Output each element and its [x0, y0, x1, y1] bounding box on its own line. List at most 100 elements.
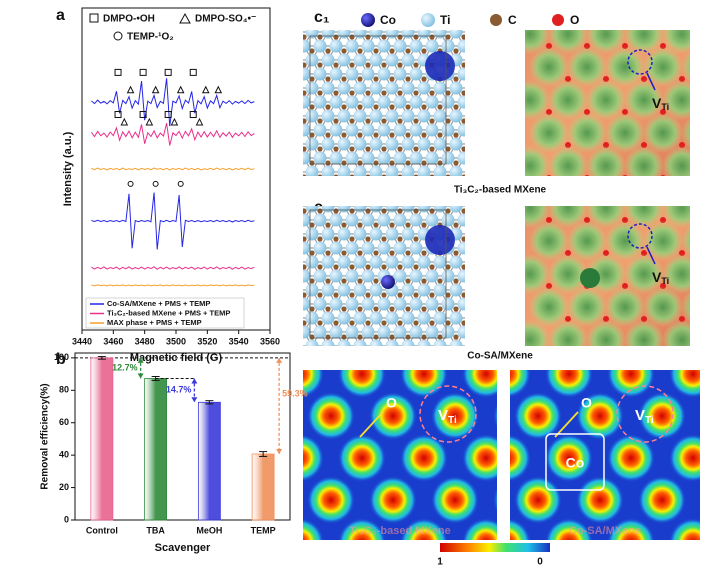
c-atom: [309, 132, 315, 138]
atom-key: [552, 14, 564, 26]
c-atom: [341, 278, 347, 284]
density-spot: [586, 320, 626, 346]
c-atom: [437, 278, 443, 284]
c-atom: [381, 118, 387, 124]
ti-atom: [329, 151, 343, 165]
c-atom: [317, 292, 323, 298]
ti-atom: [433, 165, 447, 176]
density-spot: [624, 206, 664, 228]
elf-spot: [514, 476, 562, 524]
c-atom: [469, 132, 474, 137]
ti-atom: [417, 30, 431, 39]
colorbar-label: 1: [437, 557, 443, 568]
density-spot: [624, 30, 664, 54]
ti-atom: [425, 151, 439, 165]
c-atom: [333, 292, 339, 298]
ti-atom: [393, 151, 407, 165]
c-atom: [303, 208, 307, 214]
ti-atom: [290, 138, 303, 151]
c-atom: [381, 90, 387, 96]
ti-atom: [353, 227, 367, 241]
c-atom: [365, 62, 371, 68]
ti-atom: [409, 325, 423, 339]
c-atom: [317, 236, 323, 242]
c-atom: [309, 278, 315, 284]
bond: [376, 345, 377, 346]
x-tick-label: 3540: [229, 336, 249, 346]
c-atom: [333, 118, 339, 124]
c-atom: [389, 250, 395, 256]
c-atom: [445, 264, 451, 270]
elf-spot: [431, 392, 479, 440]
c-atom: [365, 208, 371, 214]
square-symbol: [114, 111, 122, 119]
density-spot: [525, 320, 550, 346]
arrow-head: [137, 357, 144, 363]
ti-atom: [361, 297, 375, 311]
bond: [408, 345, 409, 346]
square-symbol: [189, 68, 197, 76]
bond: [303, 331, 305, 335]
spectrum-line: [91, 167, 255, 171]
c-atom: [397, 264, 403, 270]
c-atom: [437, 132, 443, 138]
density-spot: [567, 47, 607, 87]
ti-atom: [433, 81, 447, 95]
bond: [288, 206, 296, 220]
ti-atom: [305, 227, 319, 241]
c-atom: [325, 160, 331, 166]
c-atom: [341, 334, 347, 340]
bond: [303, 101, 305, 105]
c-atom: [333, 264, 339, 270]
elf-spot: [700, 392, 707, 440]
ti-atom: [345, 67, 359, 81]
bond: [303, 127, 305, 131]
c-atom: [301, 348, 306, 353]
elf-spot: [545, 518, 593, 540]
c-atom: [469, 222, 474, 227]
c-atom: [357, 278, 363, 284]
ti-atom: [385, 137, 399, 151]
c-atom: [349, 348, 354, 353]
c-atom: [373, 306, 379, 312]
c-atom: [303, 292, 307, 298]
c-atom: [357, 306, 363, 312]
c-atom: [341, 104, 347, 110]
ti-atom: [433, 109, 447, 123]
c-atom: [421, 250, 427, 256]
bond: [463, 129, 465, 133]
c-atom: [429, 146, 435, 152]
c-atom: [421, 76, 427, 82]
c-atom: [341, 306, 347, 312]
ti-atom: [385, 311, 399, 325]
ti-atom: [353, 255, 367, 269]
ti-atom: [417, 206, 431, 213]
elf-spot: [638, 476, 686, 524]
c-atom: [413, 208, 419, 214]
c-atom: [397, 34, 403, 40]
c-atom: [325, 48, 331, 54]
bond: [392, 345, 393, 346]
ti-atom: [337, 339, 351, 346]
ti-atom: [457, 95, 465, 109]
ti-atom: [313, 151, 327, 165]
ti-atom: [425, 123, 439, 137]
density-spot: [624, 320, 664, 346]
ti-atom: [385, 30, 399, 39]
y-tick-label: 80: [59, 385, 69, 395]
c-atom: [389, 76, 395, 82]
square-symbol: [89, 13, 99, 23]
c-atom: [413, 320, 419, 326]
ti-atom: [441, 39, 455, 53]
ti-atom: [369, 30, 383, 39]
c-atom: [341, 76, 347, 82]
ti-atom: [329, 95, 343, 109]
c-atom: [453, 104, 459, 110]
c-atom: [461, 320, 465, 326]
bond: [303, 73, 305, 77]
c-atom: [333, 90, 339, 96]
density-spot: [662, 80, 690, 120]
c-atom: [461, 292, 465, 298]
ti-atom: [377, 39, 391, 53]
c-atom: [389, 48, 395, 54]
